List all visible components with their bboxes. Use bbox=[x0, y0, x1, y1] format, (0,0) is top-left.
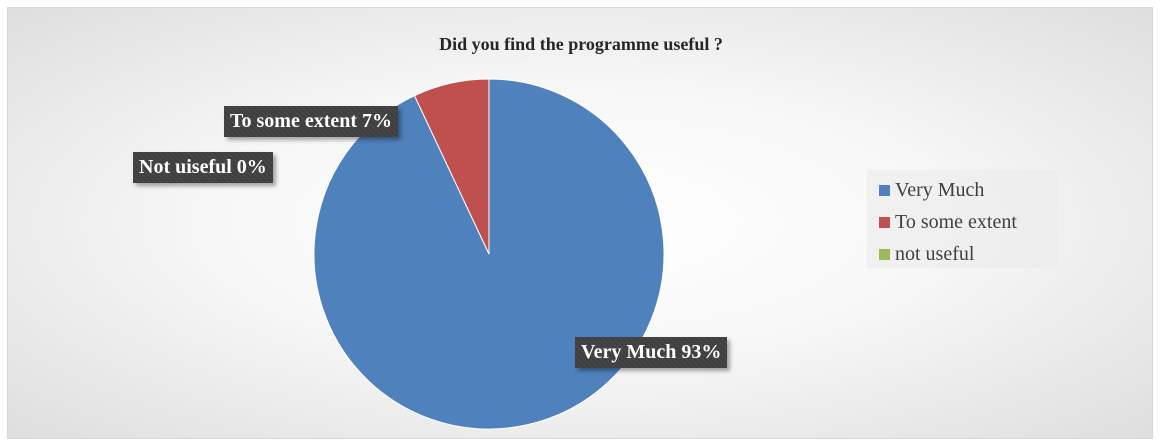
chart-title: Did you find the programme useful ? bbox=[439, 34, 723, 54]
legend-item-to-some-extent: To some extent bbox=[879, 206, 1057, 238]
legend: Very Much To some extent not useful bbox=[867, 170, 1057, 268]
legend-label-to-some-extent: To some extent bbox=[895, 210, 1017, 233]
legend-item-very-much: Very Much bbox=[879, 174, 1057, 206]
legend-label-very-much: Very Much bbox=[895, 178, 985, 201]
legend-item-not-useful: not useful bbox=[879, 238, 1057, 270]
pie-slice-to-some-extent bbox=[413, 78, 490, 255]
legend-swatch-not-useful bbox=[879, 248, 890, 260]
legend-swatch-to-some-extent bbox=[879, 216, 890, 228]
data-label-to-some-extent: To some extent 7% bbox=[224, 106, 399, 137]
legend-swatch-very-much bbox=[879, 184, 890, 196]
legend-label-not-useful: not useful bbox=[895, 242, 975, 265]
data-label-very-much: Very Much 93% bbox=[575, 337, 728, 368]
chart-area: Did you find the programme useful ? Very… bbox=[7, 7, 1153, 439]
data-label-not-useful: Not uiseful 0% bbox=[133, 152, 273, 183]
